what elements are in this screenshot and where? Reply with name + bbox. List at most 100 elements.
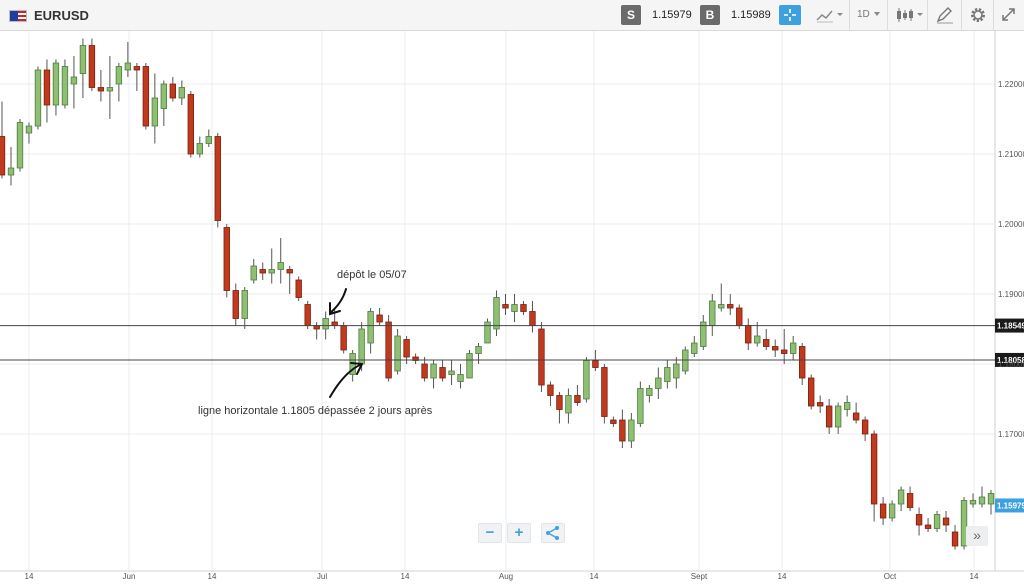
fullscreen-button[interactable] <box>998 5 1020 25</box>
candle <box>834 402 842 434</box>
candle-body <box>879 503 887 519</box>
candle-body <box>682 349 689 372</box>
candle-body <box>250 265 257 281</box>
candle <box>655 367 662 399</box>
sell-button[interactable]: S <box>621 5 641 25</box>
candle-body <box>88 45 96 88</box>
settings-button[interactable] <box>967 5 989 25</box>
candle <box>978 486 986 508</box>
symbol-name[interactable]: EURUSD <box>34 8 89 23</box>
candle <box>367 308 374 354</box>
candle-body <box>160 83 168 109</box>
candle <box>763 329 770 350</box>
candle-body <box>439 367 446 379</box>
chart-grid <box>0 31 1024 572</box>
candle-body <box>763 339 770 347</box>
candle <box>852 402 860 424</box>
scroll-right-button[interactable]: » <box>966 526 988 546</box>
candle-body <box>187 94 194 155</box>
y-tick-label: 1.21000 <box>998 150 1024 159</box>
candle <box>124 42 132 77</box>
price-tag <box>995 352 1024 367</box>
candle <box>520 301 527 315</box>
current-price-label: 1.15979 <box>997 501 1024 510</box>
candle <box>187 91 194 158</box>
candle-body <box>790 342 797 354</box>
draw-tools-button[interactable] <box>934 5 956 25</box>
candle <box>268 248 275 284</box>
crosshair-icon <box>784 9 796 21</box>
y-tick-label: 1.17000 <box>998 430 1024 439</box>
toolbar: EURUSD S 1.15979 B 1.15989 1D <box>0 0 1024 31</box>
candle <box>745 318 752 350</box>
candle <box>664 360 671 389</box>
candle <box>942 511 950 532</box>
candle <box>951 525 959 550</box>
x-tick-label: Jun <box>123 572 136 581</box>
candle <box>151 73 159 144</box>
candle-body <box>394 335 401 372</box>
candle <box>241 287 248 329</box>
candle-body <box>628 419 635 442</box>
candle-body <box>277 262 284 270</box>
candle <box>25 122 33 144</box>
candle <box>16 119 24 172</box>
candle <box>790 336 797 361</box>
candle-body <box>61 66 69 106</box>
candle <box>0 101 6 179</box>
buy-button[interactable]: B <box>700 5 720 25</box>
candle-body <box>403 339 410 358</box>
candles <box>0 38 995 550</box>
candle <box>79 38 87 98</box>
candle <box>295 276 302 301</box>
candle-body <box>843 402 851 410</box>
candle <box>115 63 123 102</box>
current-price-tag <box>995 498 1024 513</box>
zoom-out-button[interactable]: − <box>478 523 502 543</box>
candle-body <box>861 419 869 435</box>
y-tick-label: 1.19000 <box>998 290 1024 299</box>
candle-body <box>978 496 986 505</box>
crosshair-button[interactable] <box>779 5 801 25</box>
share-button[interactable] <box>541 523 565 543</box>
candle <box>565 388 572 424</box>
chevron-down-icon <box>873 12 880 17</box>
candle-body <box>520 304 527 312</box>
annotation-breakout: ligne horizontale 1.1805 dépassée 2 jour… <box>198 405 433 417</box>
candle-body <box>106 87 114 92</box>
eur-usd-flag-icon <box>9 10 27 22</box>
candle <box>601 364 608 424</box>
candle <box>924 518 932 532</box>
candle <box>960 497 968 550</box>
candle-body <box>673 363 680 379</box>
candle <box>394 329 401 375</box>
candle-body <box>223 227 230 291</box>
candle-body <box>331 321 338 326</box>
zoom-in-button[interactable]: + <box>507 523 531 543</box>
candle <box>879 497 887 525</box>
candle-body <box>493 297 500 330</box>
candle <box>538 322 545 392</box>
annotation-arrow-bottom <box>329 362 363 398</box>
y-axis: 1.22000 1.21000 1.20000 1.19000 1.18000 1.170… <box>998 80 1024 439</box>
candle <box>619 409 626 448</box>
candle-body <box>951 531 959 547</box>
annotation-depot: dépôt le 05/07 <box>337 269 407 281</box>
candle-body <box>34 69 42 127</box>
candle-body <box>969 500 977 505</box>
candle-body <box>915 514 923 526</box>
candle-body <box>484 321 491 344</box>
chart-type-button[interactable] <box>815 5 845 25</box>
candle-body <box>897 489 905 505</box>
share-icon <box>546 526 559 540</box>
horizontal-lines[interactable]: 1.18549 1.18058 1.15979 <box>0 318 1024 513</box>
candle-body <box>906 493 914 508</box>
candle-style-button[interactable] <box>895 5 925 25</box>
pencil-icon <box>936 7 953 24</box>
candle-body <box>610 419 617 424</box>
timeframe-label: 1D <box>857 9 870 20</box>
candle-body <box>304 304 311 326</box>
price-chart[interactable]: 14 Jun 14 Jul 14 Aug 14 Sept 14 Oct 14 1.185491.18… <box>0 31 1024 584</box>
timeframe-button[interactable]: 1D <box>857 5 883 25</box>
candle-body <box>502 304 509 309</box>
